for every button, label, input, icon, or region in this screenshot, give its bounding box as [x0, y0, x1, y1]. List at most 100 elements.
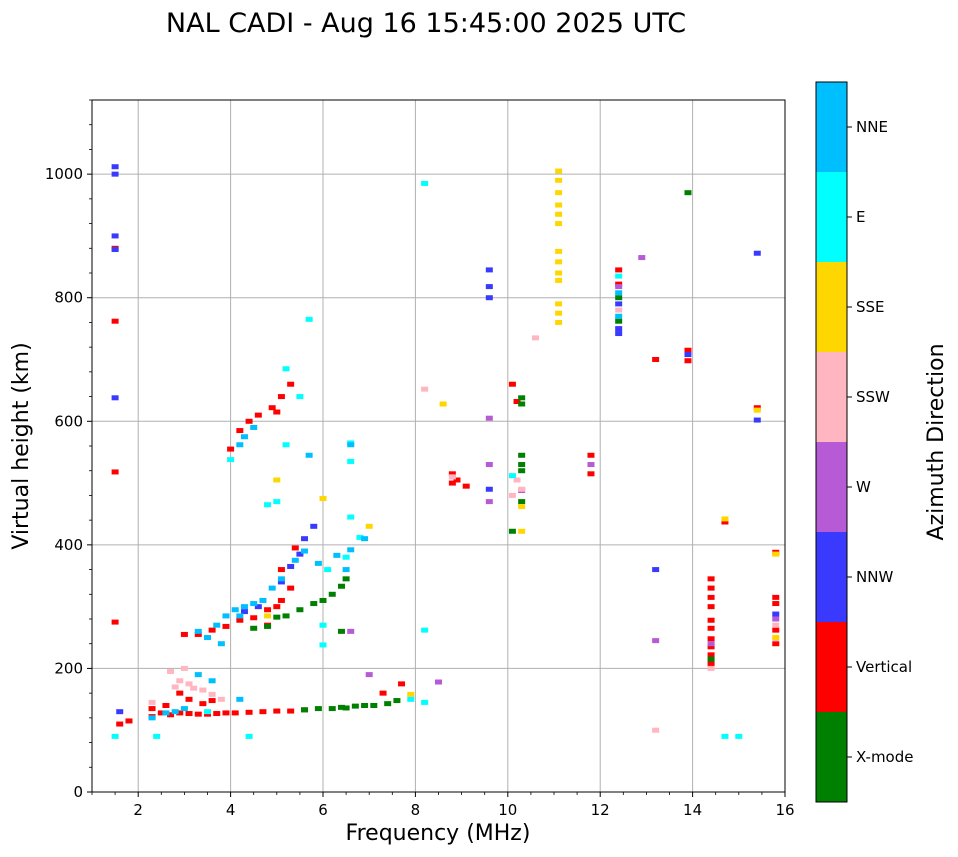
data-point-vertical: [684, 358, 692, 364]
data-point-vertical: [213, 711, 221, 717]
data-point-nnw: [111, 171, 119, 177]
data-point-vertical: [254, 412, 262, 418]
colorbar-swatch-x-mode: [816, 712, 847, 802]
colorbar-swatch-nnw: [816, 532, 847, 622]
data-point-nne: [148, 715, 156, 721]
data-point-w: [615, 284, 623, 290]
data-point-e: [347, 514, 355, 520]
data-point-nnw: [485, 486, 493, 492]
colorbar-title: Azimuth Direction: [924, 343, 949, 540]
data-point-x-mode: [508, 528, 516, 534]
data-point-vertical: [194, 631, 202, 637]
data-point-nne: [259, 597, 267, 603]
data-point-nne: [250, 601, 258, 607]
data-point-w: [347, 628, 355, 634]
data-point-vertical: [772, 641, 780, 647]
data-point-x-mode: [337, 583, 345, 589]
data-point-vertical: [615, 267, 623, 273]
data-point-w: [587, 462, 595, 468]
data-point-vertical: [194, 711, 202, 717]
data-point-nnw: [684, 352, 692, 358]
data-point-vertical: [222, 623, 230, 629]
data-point-nne: [240, 434, 248, 440]
colorbar-label-sse: SSE: [856, 298, 885, 316]
data-point-sse: [753, 407, 761, 413]
data-point-vertical: [222, 710, 230, 716]
data-point-x-mode: [264, 623, 272, 629]
data-point-nnw: [111, 233, 119, 239]
colorbar-label-nne: NNE: [856, 118, 888, 136]
data-point-ssw: [176, 678, 184, 684]
data-point-ssw: [508, 492, 516, 498]
colorbar-label-ssw: SSW: [856, 388, 890, 406]
data-point-w: [707, 641, 715, 647]
data-point-e: [282, 442, 290, 448]
data-point-nnw: [652, 567, 660, 573]
colorbar-swatch-e: [816, 172, 847, 262]
colorbar-label-e: E: [856, 208, 865, 226]
data-point-vertical: [707, 594, 715, 600]
data-point-sse: [439, 401, 447, 407]
data-point-nne: [347, 442, 355, 448]
data-point-vertical: [287, 585, 295, 591]
data-point-nnw: [254, 604, 262, 610]
data-point-vertical: [268, 405, 276, 411]
y-axis-label: Virtual height (km): [9, 342, 34, 549]
data-point-e: [319, 622, 327, 628]
data-point-x-mode: [310, 601, 318, 607]
data-point-sse: [555, 177, 563, 183]
data-point-vertical: [180, 631, 188, 637]
data-point-sse: [555, 211, 563, 217]
data-point-e: [227, 457, 235, 463]
y-tick-label: 400: [54, 536, 83, 554]
data-point-vertical: [587, 452, 595, 458]
data-point-e: [421, 699, 429, 705]
grid-lines: [92, 100, 786, 793]
data-point-e: [615, 273, 623, 279]
data-point-x-mode: [518, 452, 526, 458]
data-point-vertical: [208, 698, 216, 704]
data-point-nnw: [772, 611, 780, 617]
data-point-w: [485, 415, 493, 421]
colorbar-swatch-nne: [816, 82, 847, 172]
data-point-ssw: [421, 386, 429, 392]
x-axis-ticks: 2 4 6 8 10 12 14 16: [91, 792, 795, 819]
data-point-e: [324, 567, 332, 573]
colorbar: X-mode Vertical NNW W SSW SSE E NNE: [815, 81, 913, 803]
data-point-vertical: [236, 428, 244, 434]
data-point-vertical: [277, 394, 285, 400]
data-point-vertical: [157, 710, 165, 716]
data-point-ssw: [448, 474, 456, 480]
data-point-vertical: [259, 709, 267, 715]
data-point-vertical: [513, 399, 521, 405]
chart-title: NAL CADI - Aug 16 15:45:00 2025 UTC: [166, 8, 686, 39]
data-point-x-mode: [684, 190, 692, 196]
data-point-x-mode: [707, 656, 715, 662]
data-point-e: [296, 394, 304, 400]
data-point-nne: [305, 452, 313, 458]
data-point-ssw: [199, 687, 207, 693]
data-point-nnw: [485, 267, 493, 273]
data-point-vertical: [707, 604, 715, 610]
data-point-e: [111, 733, 119, 739]
data-point-nne: [268, 585, 276, 591]
x-axis-label: Frequency (MHz): [346, 821, 531, 846]
data-point-ssw: [190, 685, 198, 691]
data-point-x-mode: [301, 707, 309, 713]
data-point-x-mode: [351, 703, 359, 709]
data-point-w: [652, 638, 660, 644]
data-point-nne: [615, 290, 623, 296]
data-point-e: [735, 733, 743, 739]
data-point-ssw: [518, 486, 526, 492]
data-point-vertical: [684, 347, 692, 353]
data-point-ssw: [615, 307, 623, 313]
data-point-vertical: [587, 471, 595, 477]
data-point-sse: [407, 691, 415, 697]
data-point-nne: [171, 709, 179, 715]
data-point-e: [721, 733, 729, 739]
data-point-sse: [555, 310, 563, 316]
data-point-e: [273, 499, 281, 505]
data-point-x-mode: [615, 318, 623, 324]
data-point-ssw: [217, 696, 225, 702]
